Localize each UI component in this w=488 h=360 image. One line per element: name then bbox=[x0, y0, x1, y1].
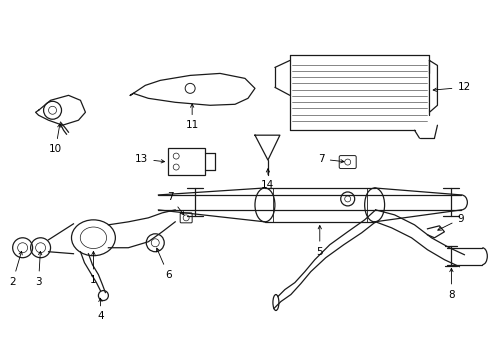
Text: 10: 10 bbox=[49, 124, 62, 154]
Text: 5: 5 bbox=[316, 226, 323, 257]
Text: 4: 4 bbox=[97, 298, 103, 321]
Text: 7: 7 bbox=[166, 192, 183, 215]
Text: 6: 6 bbox=[156, 248, 171, 280]
Text: 12: 12 bbox=[432, 82, 469, 93]
Text: 3: 3 bbox=[35, 251, 42, 287]
Text: 9: 9 bbox=[437, 214, 463, 230]
Text: 11: 11 bbox=[185, 104, 198, 130]
Text: 13: 13 bbox=[135, 154, 164, 164]
Text: 14: 14 bbox=[261, 169, 274, 190]
Text: 8: 8 bbox=[447, 269, 454, 300]
Bar bbox=[168, 148, 204, 175]
Text: 1: 1 bbox=[90, 251, 97, 285]
Text: 2: 2 bbox=[9, 251, 22, 287]
Text: 7: 7 bbox=[318, 154, 344, 164]
